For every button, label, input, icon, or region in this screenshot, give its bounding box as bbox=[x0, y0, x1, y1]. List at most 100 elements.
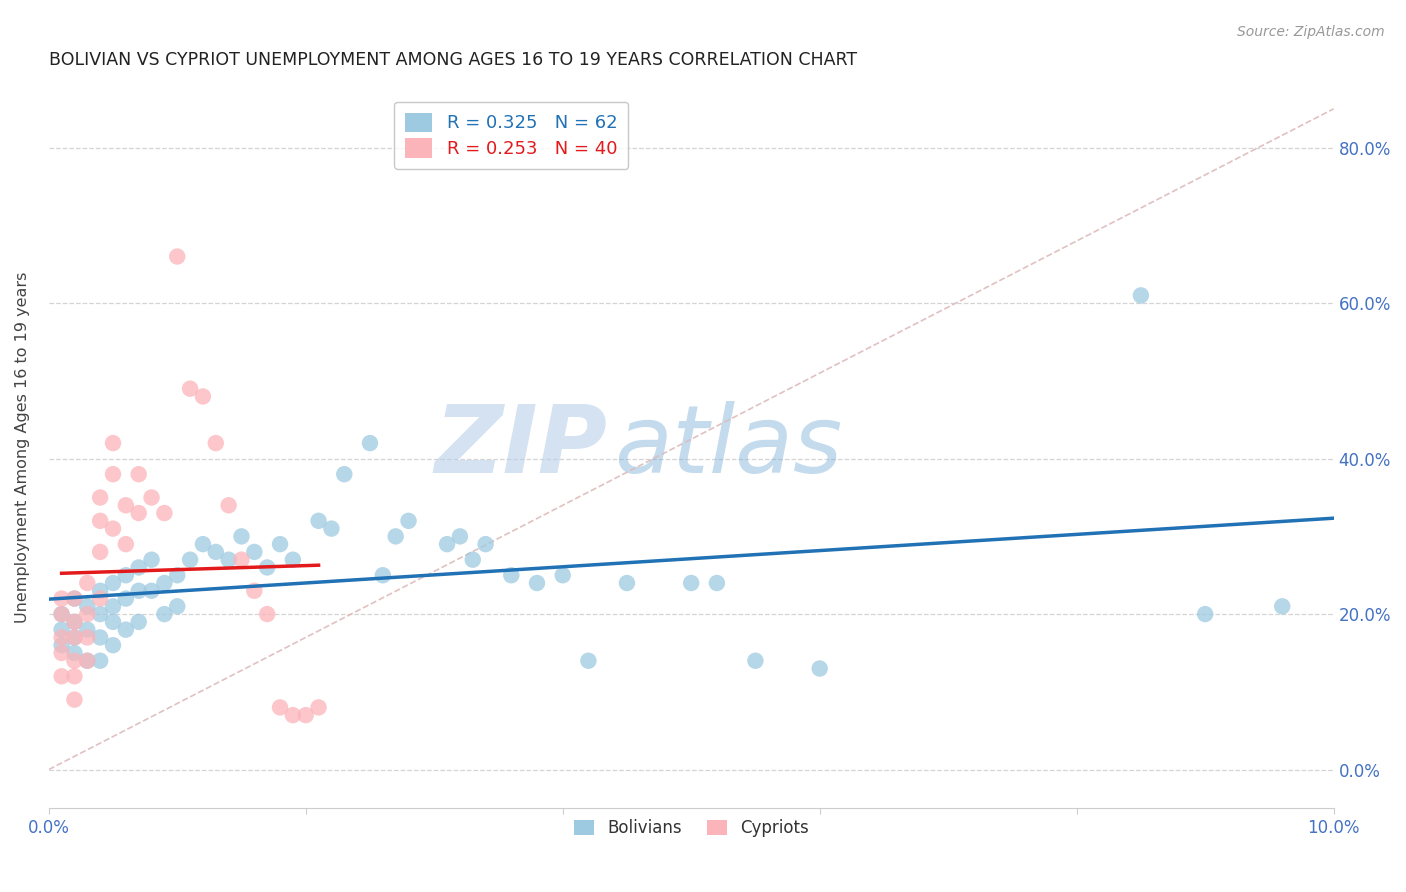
Bolivians bbox=[526, 576, 548, 591]
Bolivians bbox=[321, 522, 343, 536]
Cypriots bbox=[51, 631, 73, 645]
Text: ZIP: ZIP bbox=[434, 401, 607, 493]
Bolivians bbox=[63, 631, 86, 645]
Bolivians bbox=[89, 631, 111, 645]
Cypriots bbox=[243, 583, 266, 598]
Cypriots bbox=[115, 498, 138, 512]
Cypriots bbox=[63, 615, 86, 629]
Bolivians bbox=[76, 623, 98, 637]
Cypriots bbox=[153, 506, 176, 520]
Bolivians bbox=[76, 599, 98, 614]
Bolivians bbox=[51, 623, 73, 637]
Bolivians bbox=[76, 654, 98, 668]
Bolivians bbox=[681, 576, 703, 591]
Bolivians bbox=[231, 529, 253, 543]
Bolivians bbox=[63, 591, 86, 606]
Text: BOLIVIAN VS CYPRIOT UNEMPLOYMENT AMONG AGES 16 TO 19 YEARS CORRELATION CHART: BOLIVIAN VS CYPRIOT UNEMPLOYMENT AMONG A… bbox=[49, 51, 856, 69]
Cypriots bbox=[128, 467, 150, 482]
Bolivians bbox=[115, 591, 138, 606]
Cypriots bbox=[76, 631, 98, 645]
Bolivians bbox=[115, 568, 138, 582]
Cypriots bbox=[63, 692, 86, 706]
Y-axis label: Unemployment Among Ages 16 to 19 years: Unemployment Among Ages 16 to 19 years bbox=[15, 271, 30, 623]
Bolivians bbox=[474, 537, 496, 551]
Text: atlas: atlas bbox=[614, 401, 842, 492]
Cypriots bbox=[51, 669, 73, 683]
Bolivians bbox=[706, 576, 728, 591]
Bolivians bbox=[576, 654, 599, 668]
Bolivians bbox=[153, 607, 176, 621]
Cypriots bbox=[101, 436, 124, 450]
Cypriots bbox=[101, 522, 124, 536]
Bolivians bbox=[204, 545, 226, 559]
Bolivians bbox=[115, 623, 138, 637]
Bolivians bbox=[243, 545, 266, 559]
Bolivians bbox=[63, 615, 86, 629]
Cypriots bbox=[281, 708, 304, 723]
Cypriots bbox=[89, 591, 111, 606]
Cypriots bbox=[89, 491, 111, 505]
Cypriots bbox=[101, 467, 124, 482]
Bolivians bbox=[89, 607, 111, 621]
Cypriots bbox=[128, 506, 150, 520]
Bolivians bbox=[191, 537, 214, 551]
Bolivians bbox=[308, 514, 330, 528]
Cypriots bbox=[51, 607, 73, 621]
Bolivians bbox=[384, 529, 406, 543]
Bolivians bbox=[744, 654, 766, 668]
Bolivians bbox=[101, 599, 124, 614]
Cypriots bbox=[191, 389, 214, 403]
Cypriots bbox=[308, 700, 330, 714]
Cypriots bbox=[63, 654, 86, 668]
Bolivians bbox=[89, 654, 111, 668]
Bolivians bbox=[1271, 599, 1294, 614]
Bolivians bbox=[141, 583, 163, 598]
Cypriots bbox=[51, 591, 73, 606]
Bolivians bbox=[1194, 607, 1216, 621]
Bolivians bbox=[436, 537, 458, 551]
Bolivians bbox=[166, 599, 188, 614]
Bolivians bbox=[256, 560, 278, 574]
Bolivians bbox=[616, 576, 638, 591]
Bolivians bbox=[153, 576, 176, 591]
Bolivians bbox=[501, 568, 523, 582]
Bolivians bbox=[166, 568, 188, 582]
Bolivians bbox=[63, 646, 86, 660]
Bolivians bbox=[449, 529, 471, 543]
Bolivians bbox=[398, 514, 420, 528]
Cypriots bbox=[256, 607, 278, 621]
Cypriots bbox=[76, 576, 98, 591]
Bolivians bbox=[128, 583, 150, 598]
Bolivians bbox=[101, 615, 124, 629]
Cypriots bbox=[63, 669, 86, 683]
Cypriots bbox=[166, 250, 188, 264]
Legend: Bolivians, Cypriots: Bolivians, Cypriots bbox=[567, 812, 815, 844]
Cypriots bbox=[231, 552, 253, 566]
Bolivians bbox=[89, 583, 111, 598]
Bolivians bbox=[1129, 288, 1152, 302]
Cypriots bbox=[89, 514, 111, 528]
Cypriots bbox=[89, 545, 111, 559]
Bolivians bbox=[371, 568, 394, 582]
Cypriots bbox=[76, 654, 98, 668]
Bolivians bbox=[101, 576, 124, 591]
Bolivians bbox=[333, 467, 356, 482]
Bolivians bbox=[128, 560, 150, 574]
Cypriots bbox=[76, 607, 98, 621]
Text: Source: ZipAtlas.com: Source: ZipAtlas.com bbox=[1237, 25, 1385, 39]
Bolivians bbox=[51, 638, 73, 652]
Bolivians bbox=[141, 552, 163, 566]
Bolivians bbox=[269, 537, 291, 551]
Bolivians bbox=[101, 638, 124, 652]
Bolivians bbox=[51, 607, 73, 621]
Bolivians bbox=[808, 661, 831, 675]
Bolivians bbox=[128, 615, 150, 629]
Bolivians bbox=[218, 552, 240, 566]
Bolivians bbox=[461, 552, 484, 566]
Cypriots bbox=[204, 436, 226, 450]
Bolivians bbox=[359, 436, 381, 450]
Cypriots bbox=[269, 700, 291, 714]
Bolivians bbox=[281, 552, 304, 566]
Cypriots bbox=[179, 382, 201, 396]
Cypriots bbox=[115, 537, 138, 551]
